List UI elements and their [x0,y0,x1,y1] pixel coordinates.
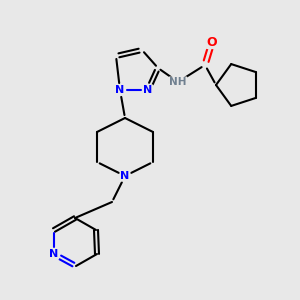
Text: O: O [207,35,217,49]
Text: N: N [50,249,58,259]
Text: N: N [143,85,153,95]
Text: N: N [120,171,130,181]
Text: N: N [116,85,124,95]
Text: NH: NH [169,77,187,87]
